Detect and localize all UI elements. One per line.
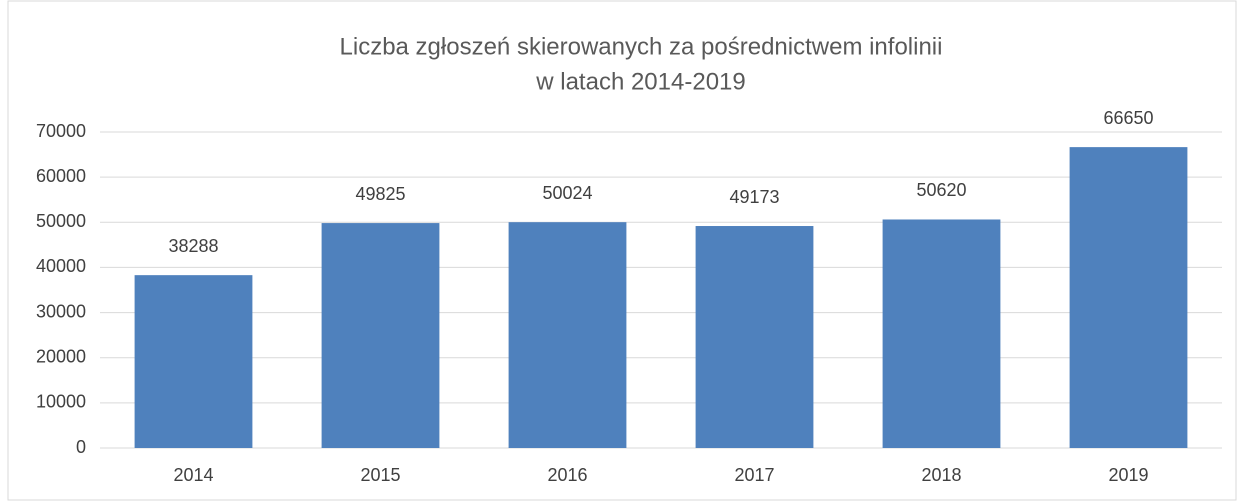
- chart-title: w latach 2014-2019: [535, 68, 745, 95]
- y-tick-label: 40000: [36, 256, 86, 276]
- bar: [321, 223, 440, 448]
- x-tick-label: 2017: [734, 465, 774, 485]
- data-label: 50620: [916, 180, 966, 200]
- data-label: 50024: [542, 183, 592, 203]
- data-label: 66650: [1103, 108, 1153, 128]
- data-label: 49825: [355, 184, 405, 204]
- y-tick-label: 0: [76, 437, 86, 457]
- y-tick-label: 50000: [36, 211, 86, 231]
- x-tick-label: 2018: [921, 465, 961, 485]
- bar: [882, 219, 1001, 448]
- bar: [508, 222, 627, 448]
- x-tick-label: 2016: [547, 465, 587, 485]
- chart-title: Liczba zgłoszeń skierowanych za pośredni…: [340, 33, 943, 60]
- y-tick-label: 60000: [36, 166, 86, 186]
- bar: [134, 275, 253, 448]
- y-tick-label: 70000: [36, 121, 86, 141]
- y-tick-label: 10000: [36, 392, 86, 412]
- x-tick-label: 2015: [360, 465, 400, 485]
- bar: [695, 226, 814, 448]
- x-tick-label: 2014: [173, 465, 213, 485]
- y-tick-label: 30000: [36, 301, 86, 321]
- data-label: 49173: [729, 187, 779, 207]
- bar: [1069, 147, 1188, 448]
- data-label: 38288: [168, 236, 218, 256]
- y-tick-label: 20000: [36, 346, 86, 366]
- x-tick-label: 2019: [1108, 465, 1148, 485]
